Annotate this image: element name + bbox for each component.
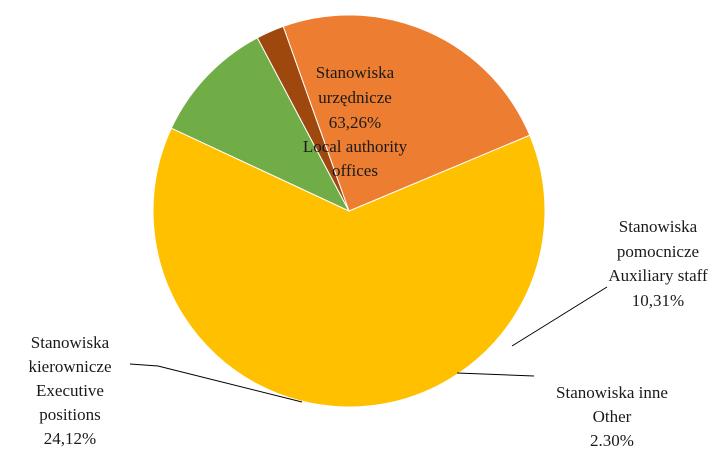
label-value: 10,31% xyxy=(632,291,684,310)
label-other: Stanowiska inne Other 2.30% xyxy=(556,383,668,450)
pie-slice-executive-positions xyxy=(282,14,531,212)
label-text: Stanowiska xyxy=(31,333,110,352)
label-text: positions xyxy=(39,405,100,424)
label-text: Auxiliary staff xyxy=(608,266,708,285)
label-executive-positions: Stanowiska kierownicze Executive positio… xyxy=(28,333,111,448)
label-local-authority-offices: Stanowiska urzędnicze 63,26% Local autho… xyxy=(303,63,408,180)
pie-slice-local-authority-offices xyxy=(152,127,546,408)
label-text: kierownicze xyxy=(28,357,111,376)
label-text: Stanowiska inne xyxy=(556,383,668,402)
label-text: Stanowiska xyxy=(316,63,395,82)
label-text: pomocnicze xyxy=(617,242,699,261)
label-value: 2.30% xyxy=(590,431,634,450)
label-auxiliary-staff: Stanowiska pomocnicze Auxiliary staff 10… xyxy=(608,217,708,310)
label-text: offices xyxy=(332,161,378,180)
pie-slice-auxiliary-staff xyxy=(170,37,351,213)
label-text: Local authority xyxy=(303,137,408,156)
leader-line-auxiliary xyxy=(511,286,608,347)
leader-line-executive xyxy=(129,363,303,403)
label-text: urzędnicze xyxy=(318,88,392,107)
label-text: Stanowiska xyxy=(619,217,698,236)
leader-line-other xyxy=(456,372,535,377)
pie-slices xyxy=(152,14,546,408)
label-value: 63,26% xyxy=(329,113,381,132)
label-value: 24,12% xyxy=(44,429,96,448)
label-text: Other xyxy=(593,407,632,426)
label-text: Executive xyxy=(36,381,104,400)
